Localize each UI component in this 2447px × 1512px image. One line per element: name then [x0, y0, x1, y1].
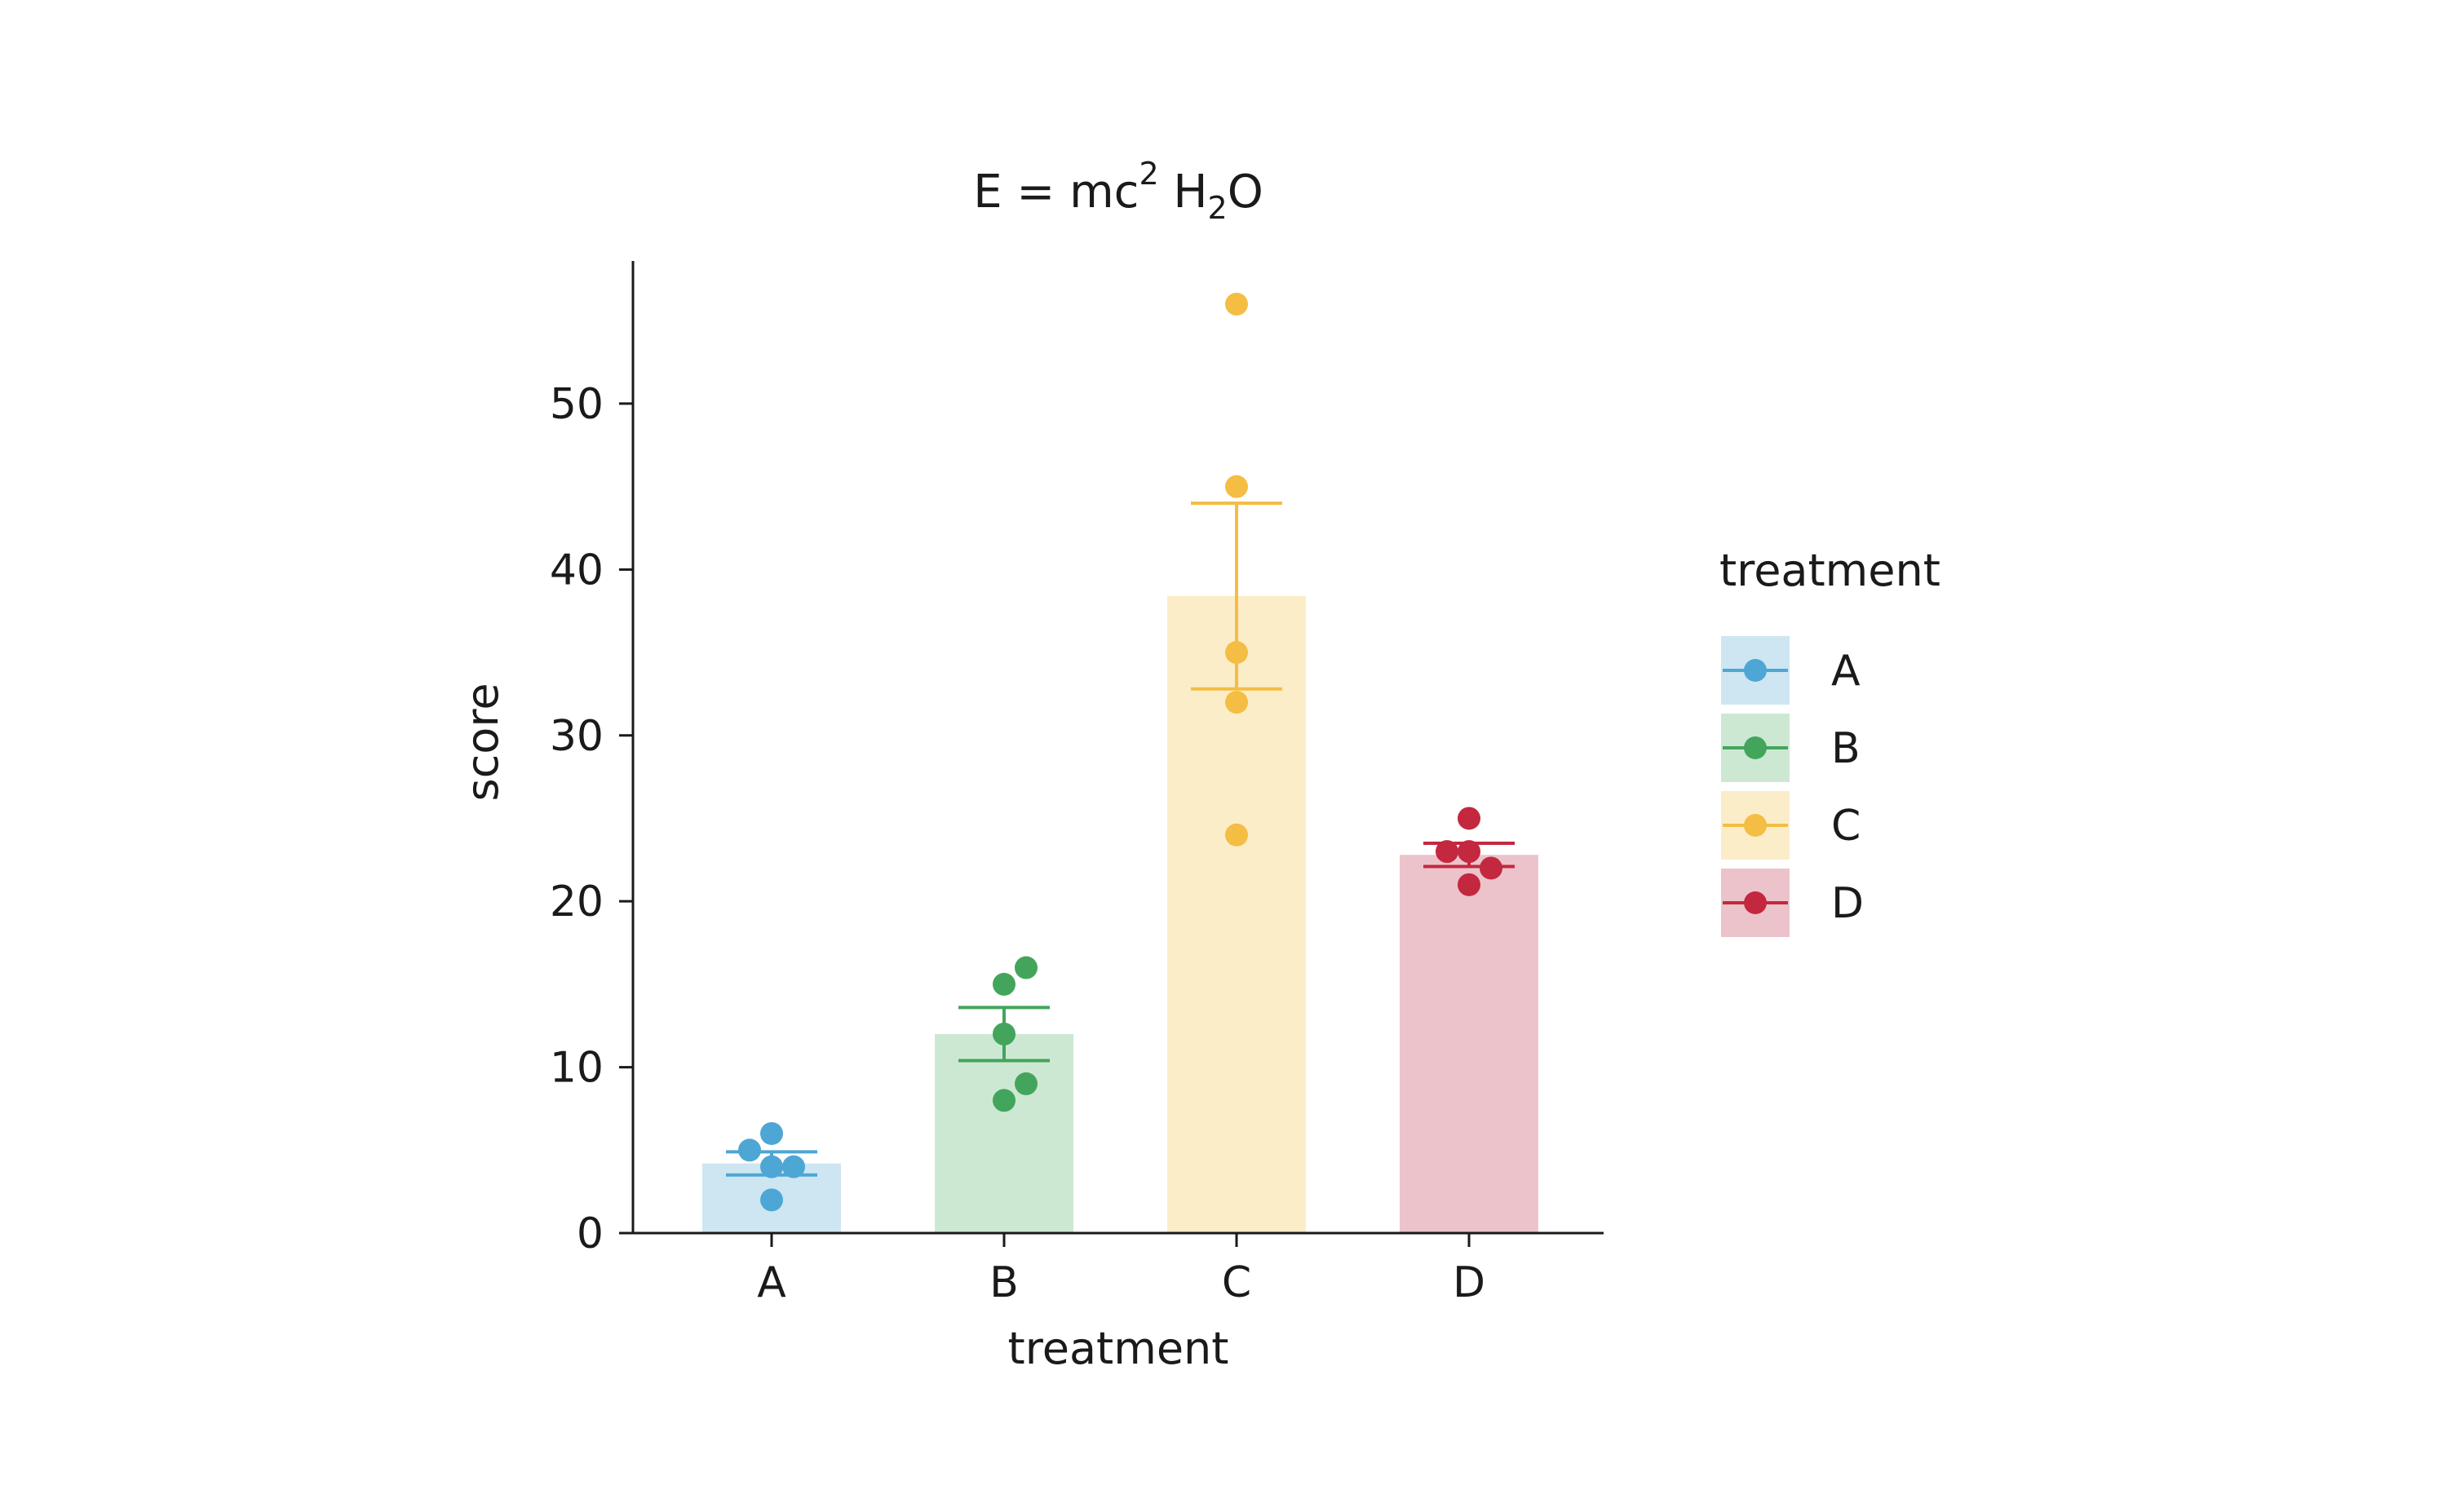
point-B-4 — [1015, 1072, 1038, 1095]
legend-item-C: C — [1721, 791, 1861, 860]
legend-item-D: D — [1721, 869, 1864, 937]
point-D-1 — [1458, 807, 1480, 830]
point-C-5 — [1225, 823, 1248, 847]
point-B-1 — [1015, 956, 1038, 979]
point-A-2 — [738, 1138, 761, 1162]
point-D-5 — [1458, 873, 1480, 896]
legend-marker-D — [1744, 891, 1767, 914]
point-A-3 — [760, 1155, 783, 1178]
error-bars-layer — [726, 501, 1515, 1177]
point-C-1 — [1225, 292, 1248, 316]
legend-item-A: A — [1721, 636, 1861, 705]
legend-marker-C — [1744, 814, 1767, 837]
legend-label-B: B — [1831, 724, 1861, 773]
point-A-4 — [782, 1155, 805, 1178]
point-D-4 — [1480, 856, 1502, 880]
x-tick-label-C: C — [1222, 1258, 1251, 1307]
chart-title: E = mc2 H2O — [973, 156, 1263, 226]
bars-layer — [702, 595, 1538, 1233]
legend-marker-A — [1744, 659, 1767, 682]
point-D-2 — [1436, 840, 1458, 864]
point-C-3 — [1225, 641, 1248, 665]
point-B-2 — [993, 972, 1016, 996]
point-C-2 — [1225, 475, 1248, 498]
y-tick-label-40: 40 — [550, 546, 604, 595]
x-tick-label-B: B — [989, 1258, 1019, 1307]
y-tick-label-50: 50 — [550, 380, 604, 429]
x-tick-label-D: D — [1453, 1258, 1485, 1307]
bar-B — [935, 1033, 1073, 1233]
points-layer — [738, 292, 1502, 1212]
chart-title-text: E = mc2 H2O — [973, 156, 1263, 226]
point-B-5 — [993, 1089, 1016, 1112]
axes-layer: A B C D 0 10 20 30 40 50 — [550, 261, 1604, 1307]
y-tick-label-30: 30 — [550, 712, 604, 761]
y-axis-title: score — [457, 683, 508, 801]
legend-title: treatment — [1719, 545, 1940, 596]
point-B-3 — [993, 1022, 1016, 1046]
legend-label-C: C — [1831, 802, 1861, 851]
point-A-1 — [760, 1121, 783, 1145]
y-tick-label-0: 0 — [577, 1209, 604, 1258]
legend-marker-B — [1744, 736, 1767, 759]
bar-D — [1400, 855, 1538, 1233]
legend-label-D: D — [1831, 879, 1864, 928]
x-axis-title: treatment — [1008, 1323, 1229, 1374]
y-tick-label-20: 20 — [550, 878, 604, 926]
point-C-4 — [1225, 691, 1248, 714]
legend-label-A: A — [1831, 647, 1861, 696]
point-A-5 — [760, 1188, 783, 1212]
x-tick-label-A: A — [757, 1258, 786, 1307]
legend-item-B: B — [1721, 714, 1861, 782]
y-tick-label-10: 10 — [550, 1044, 604, 1093]
point-D-3 — [1458, 840, 1480, 864]
